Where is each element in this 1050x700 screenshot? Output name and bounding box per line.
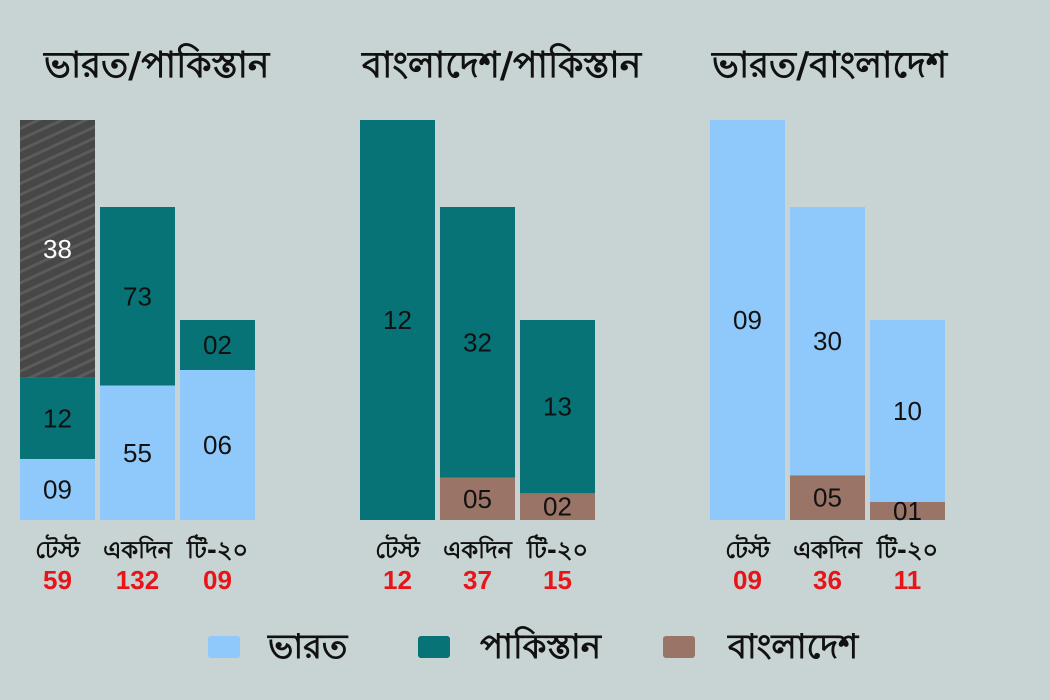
legend-swatch-pakistan — [418, 636, 450, 658]
bar-bangladesh-1-2 — [520, 493, 595, 520]
category-label-0-0: টেস্ট — [35, 534, 81, 564]
legend-swatch-bangladesh — [663, 636, 695, 658]
panel-title-india-bangladesh: ভারত/বাংলাদেশ — [712, 45, 948, 86]
bar-bangladesh-2-2 — [870, 501, 945, 520]
category-label-2-0: টেস্ট — [725, 534, 771, 564]
bar-pakistan-1-0 — [360, 120, 435, 520]
panel-title-bangladesh-pakistan: বাংলাদেশ/পাকিস্তান — [362, 45, 642, 86]
bar-pakistan-1-1 — [440, 207, 515, 478]
bar-value-label-1-0-1: 12 — [383, 305, 412, 335]
bar-pakistan-0-1 — [100, 207, 175, 386]
bar-india-2-0 — [710, 120, 785, 520]
total-label-0-1: 132 — [116, 565, 159, 595]
bar-value-label-0-2-0: 06 — [203, 430, 232, 460]
bar-value-label-2-1-1: 30 — [813, 326, 842, 356]
bar-india-0-2 — [180, 370, 255, 520]
legend-swatch-india — [208, 636, 240, 658]
category-label-2-2: টি-২০ — [876, 534, 938, 564]
bar-pakistan-0-0 — [20, 377, 95, 459]
bar-value-label-0-0-2: 38 — [43, 234, 72, 264]
bar-pakistan-0-2 — [180, 320, 255, 370]
legend-label-pakistan: পাকিস্তান — [480, 627, 602, 667]
bar-value-label-2-2-1: 10 — [893, 396, 922, 426]
bar-india-0-0 — [20, 458, 95, 520]
category-label-0-1: একদিন — [103, 535, 174, 564]
bar-india-0-1 — [100, 385, 175, 520]
legend: ভারত পাকিস্তান বাংলাদেশ — [0, 622, 1050, 672]
total-label-2-1: 36 — [813, 565, 842, 595]
bar-india-2-1 — [790, 207, 865, 476]
panel-title-india-pakistan: ভারত/পাকিস্তান — [44, 45, 270, 86]
total-label-1-0: 12 — [383, 565, 412, 595]
bar-value-label-1-2-0: 02 — [543, 492, 572, 522]
bar-india-2-2 — [870, 320, 945, 502]
category-label-1-1: একদিন — [443, 535, 514, 564]
category-label-0-2: টি-২০ — [186, 534, 248, 564]
total-label-0-2: 09 — [203, 565, 232, 595]
bar-value-label-0-1-1: 73 — [123, 281, 152, 311]
total-label-1-1: 37 — [463, 565, 492, 595]
bar-value-label-0-0-1: 12 — [43, 403, 72, 433]
bars-svg: 091238টেস্ট595573একদিন1320602টি-২০0912টে… — [20, 120, 945, 595]
total-label-1-2: 15 — [543, 565, 572, 595]
bar-value-label-0-1-0: 55 — [123, 438, 152, 468]
category-label-1-2: টি-২০ — [526, 534, 588, 564]
total-label-2-2: 11 — [894, 565, 922, 595]
bar-value-label-2-0-1: 09 — [733, 305, 762, 335]
bar-value-label-1-1-1: 32 — [463, 327, 492, 357]
bar-pakistan-1-2 — [520, 320, 595, 494]
bar-value-label-0-0-0: 09 — [43, 474, 72, 504]
total-label-0-0: 59 — [43, 565, 72, 595]
bar-no-result-0-0 — [20, 120, 95, 378]
legend-label-india: ভারত — [268, 627, 348, 667]
category-label-1-0: টেস্ট — [375, 534, 421, 564]
bar-value-label-2-1-0: 05 — [813, 483, 842, 513]
bar-bangladesh-1-1 — [440, 477, 515, 520]
bar-value-label-0-2-1: 02 — [203, 330, 232, 360]
category-label-2-1: একদিন — [793, 535, 864, 564]
bar-value-label-1-1-0: 05 — [463, 484, 492, 514]
legend-label-bangladesh: বাংলাদেশ — [728, 627, 859, 667]
bar-value-label-1-2-1: 13 — [543, 392, 572, 422]
total-label-2-0: 09 — [733, 565, 762, 595]
bar-bangladesh-2-1 — [790, 475, 865, 520]
